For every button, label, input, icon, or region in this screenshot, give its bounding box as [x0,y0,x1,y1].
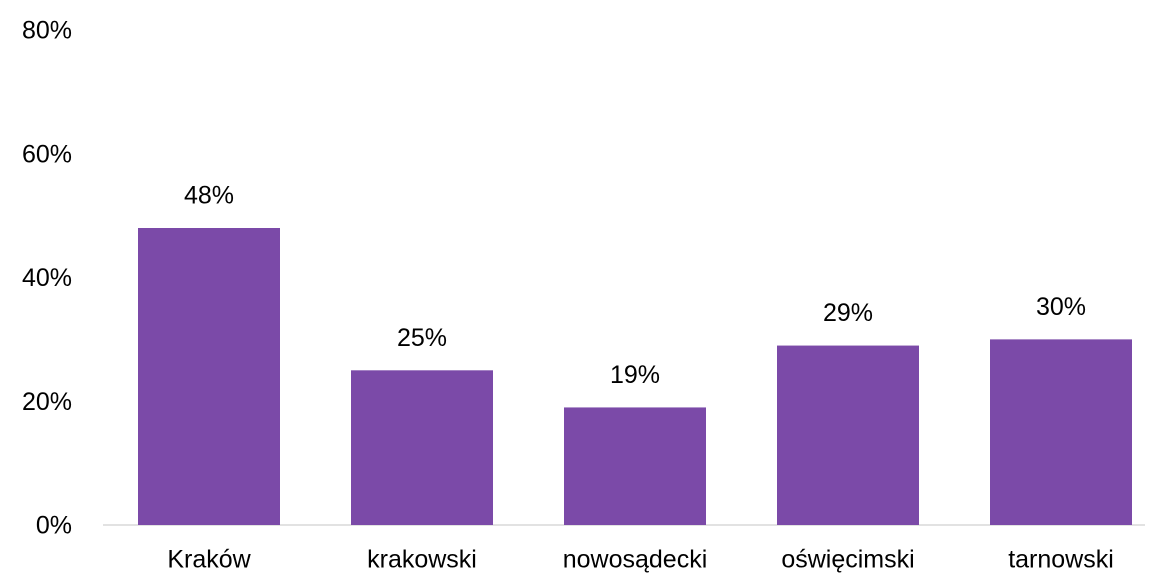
x-tick-label: krakowski [367,546,477,574]
data-label: 25% [397,324,447,352]
x-tick-label: Kraków [167,546,251,574]
data-label: 19% [610,361,660,389]
bar [351,370,493,525]
y-tick-label: 0% [36,512,72,540]
data-label: 29% [823,299,873,327]
bar [564,407,706,525]
data-label: 48% [184,182,234,210]
y-tick-label: 80% [22,17,72,45]
y-tick-label: 60% [22,140,72,168]
y-tick-label: 20% [22,388,72,416]
bar [138,228,280,525]
data-label: 30% [1036,293,1086,321]
x-tick-label: nowosądecki [563,546,708,574]
bar [990,339,1132,525]
x-tick-label: oświęcimski [781,546,914,574]
y-tick-label: 40% [22,264,72,292]
x-tick-label: tarnowski [1008,546,1114,574]
bar [777,345,919,525]
